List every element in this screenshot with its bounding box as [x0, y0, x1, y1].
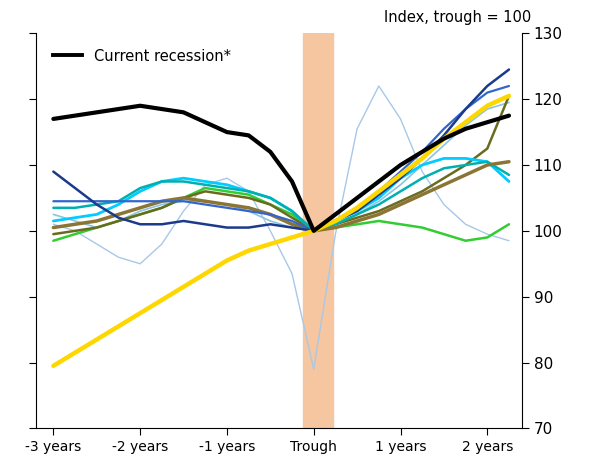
- Bar: [304, 33, 333, 428]
- Legend: Current recession*: Current recession*: [53, 49, 231, 63]
- Text: Index, trough = 100: Index, trough = 100: [385, 10, 532, 25]
